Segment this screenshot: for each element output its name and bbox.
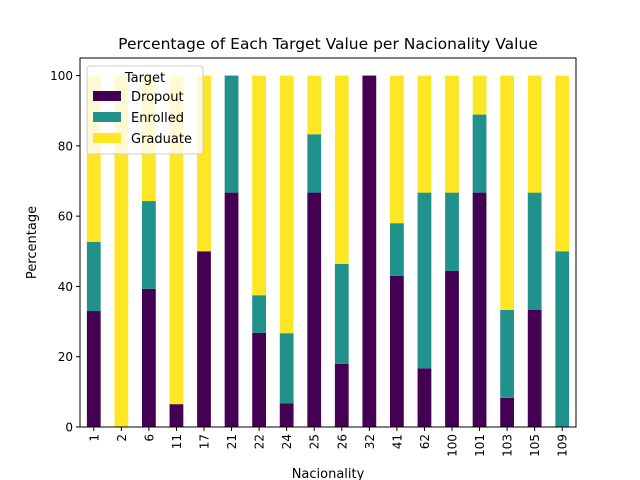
- y-axis: 0 20 40 60 80 100: [50, 69, 80, 435]
- bar-enrolled-62: [417, 192, 432, 369]
- legend: Target Dropout Enrolled Graduate: [86, 65, 204, 155]
- bar-enrolled-26: [334, 263, 349, 364]
- bar-dropout-25: [307, 192, 322, 427]
- bar-graduate-2: [114, 75, 129, 428]
- bar-dropout-26: [334, 363, 349, 427]
- x-tick-label: 26: [335, 434, 349, 449]
- x-tick-label: 41: [390, 434, 404, 449]
- x-tick-label: 62: [418, 434, 432, 449]
- x-axis: 1 2 6 11 17 21 22 24 25 26 32 41 62 100 101 103 105 109: [87, 427, 570, 457]
- bar-enrolled-21: [224, 75, 239, 193]
- bar-graduate-26: [334, 75, 349, 264]
- bar-enrolled-100: [445, 192, 459, 271]
- x-tick-label: 21: [225, 434, 239, 449]
- y-tick-label: 100: [50, 69, 73, 83]
- x-axis-label: Nacionality: [292, 467, 365, 480]
- legend-swatch-dropout: [93, 91, 121, 101]
- x-tick-label: 25: [308, 434, 322, 449]
- plot-frame: [79, 57, 577, 428]
- bar-graduate-41: [390, 75, 404, 224]
- bar-dropout-22: [252, 332, 266, 427]
- bar-dropout-1: [86, 311, 101, 427]
- legend-title: Target: [124, 71, 165, 86]
- y-tick-label: 40: [58, 280, 73, 294]
- bar-graduate-62: [417, 75, 432, 193]
- legend-box: [86, 65, 204, 155]
- bar-graduate-103: [500, 75, 514, 310]
- chart-title: Percentage of Each Target Value per Naci…: [118, 35, 538, 53]
- x-tick-label: 17: [198, 434, 212, 449]
- x-tick-label: 105: [528, 434, 542, 457]
- bar-dropout-41: [390, 275, 404, 427]
- bar-dropout-105: [527, 309, 542, 427]
- x-tick-label: 32: [363, 434, 377, 449]
- bar-enrolled-1: [86, 241, 101, 312]
- bar-enrolled-109: [555, 251, 570, 427]
- bar-graduate-25: [307, 75, 322, 135]
- bar-dropout-11: [169, 404, 184, 427]
- legend-swatch-graduate: [93, 133, 121, 143]
- x-tick-label: 2: [115, 434, 129, 442]
- bar-dropout-101: [472, 192, 487, 427]
- bar-dropout-17: [197, 251, 211, 427]
- bar-graduate-100: [445, 75, 459, 193]
- bar-dropout-6: [142, 288, 156, 427]
- bar-dropout-62: [417, 368, 432, 427]
- y-axis-label: Percentage: [25, 206, 40, 279]
- legend-label-dropout: Dropout: [131, 90, 184, 105]
- legend-label-graduate: Graduate: [131, 132, 192, 147]
- x-tick-label: 11: [170, 434, 184, 449]
- bar-dropout-24: [279, 403, 294, 427]
- x-tick-label: 109: [556, 434, 570, 457]
- bar-enrolled-105: [527, 192, 542, 310]
- y-tick-label: 80: [58, 139, 73, 153]
- bar-enrolled-41: [390, 223, 404, 276]
- x-tick-label: 22: [253, 434, 267, 449]
- bar-graduate-105: [527, 75, 542, 193]
- y-tick-label: 60: [58, 210, 73, 224]
- bar-enrolled-24: [279, 333, 294, 404]
- x-tick-label: 6: [142, 434, 156, 442]
- bar-dropout-103: [500, 397, 514, 427]
- x-tick-label: 100: [446, 434, 460, 457]
- bar-graduate-11: [169, 75, 184, 405]
- bar-dropout-32: [362, 75, 377, 428]
- bar-graduate-101: [472, 75, 487, 115]
- bar-graduate-109: [555, 75, 570, 252]
- bar-enrolled-103: [500, 309, 514, 398]
- bar-graduate-22: [252, 75, 266, 296]
- bar-dropout-21: [224, 192, 239, 427]
- bar-enrolled-22: [252, 295, 266, 333]
- x-tick-label: 24: [280, 434, 294, 449]
- bar-enrolled-6: [142, 201, 156, 289]
- legend-label-enrolled: Enrolled: [131, 111, 184, 126]
- bar-graduate-24: [279, 75, 294, 334]
- x-tick-label: 101: [473, 434, 487, 457]
- bar-dropout-100: [445, 270, 459, 427]
- bar-enrolled-101: [472, 114, 487, 193]
- x-tick-label: 1: [87, 434, 101, 442]
- x-tick-label: 103: [501, 434, 515, 457]
- y-tick-label: 20: [58, 350, 73, 364]
- bar-enrolled-25: [307, 134, 322, 193]
- y-tick-label: 0: [65, 421, 73, 435]
- bars-group: [86, 75, 570, 428]
- legend-swatch-enrolled: [93, 112, 121, 122]
